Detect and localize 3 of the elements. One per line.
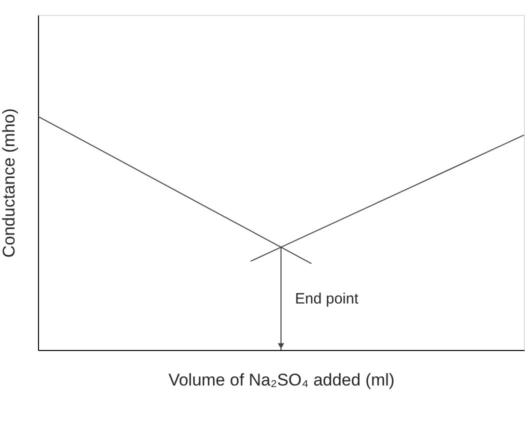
x-axis-title: Volume of Na₂SO₄ added (ml) bbox=[168, 370, 395, 390]
annotation: End point bbox=[295, 290, 360, 308]
y-axis-title: Conductance (mho) bbox=[0, 108, 18, 258]
